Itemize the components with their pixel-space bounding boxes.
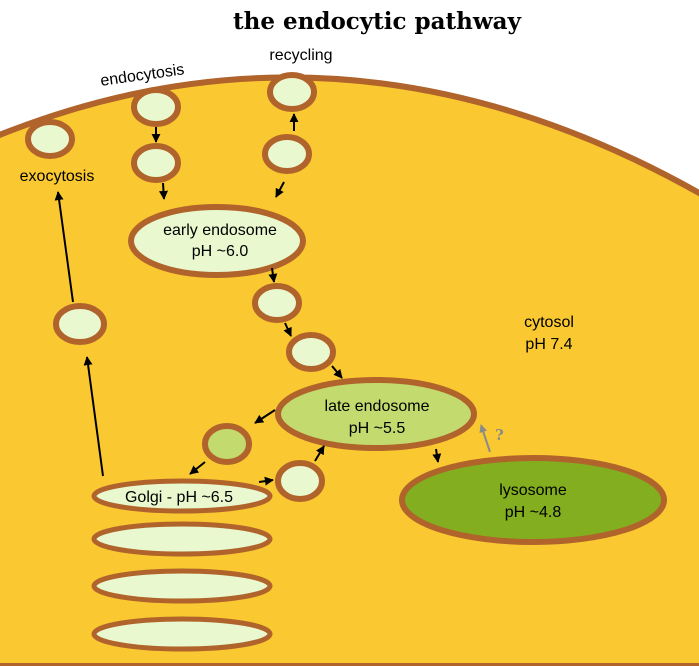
early-endosome-ph: pH ~6.0 bbox=[192, 243, 249, 260]
question-mark: ? bbox=[495, 426, 504, 444]
to-late-endosome-arrow bbox=[331, 365, 343, 379]
vesicle-to-exocytosis-arrow bbox=[54, 191, 74, 303]
golgi-cisterna bbox=[91, 521, 273, 557]
recycling-vesicle bbox=[262, 134, 312, 174]
maturation-arrow bbox=[283, 322, 292, 337]
golgi-stack: Golgi - pH ~6.5 bbox=[91, 478, 273, 652]
golgi-cisterna bbox=[91, 568, 273, 604]
cytosol-label: cytosol bbox=[524, 314, 574, 331]
recycling-label: recycling bbox=[269, 47, 332, 64]
exocytic-vesicle bbox=[25, 119, 75, 159]
exocytosis-label: exocytosis bbox=[20, 168, 95, 185]
transport-vesicle bbox=[286, 332, 336, 372]
maturation-arrow bbox=[268, 267, 278, 283]
retrograde-vesicle bbox=[202, 423, 252, 465]
recycling-vesicle bbox=[267, 72, 317, 112]
late-endosome-label: late endosome bbox=[325, 398, 430, 415]
endocytic-vesicle bbox=[131, 87, 181, 127]
vesicle-to-late-endosome-arrow bbox=[314, 445, 325, 462]
golgi-derived-vesicle bbox=[275, 460, 325, 502]
lysosome-label: lysosome bbox=[499, 482, 567, 499]
late-endosome-to-lysosome-arrow bbox=[432, 448, 442, 463]
early-endosome-to-recycling-arrow bbox=[275, 181, 285, 198]
golgi-cisterna bbox=[91, 478, 273, 514]
transport-vesicle bbox=[252, 283, 302, 323]
golgi-cisterna bbox=[91, 616, 273, 652]
late-endosome bbox=[275, 377, 477, 451]
golgi-to-vesicle-arrow bbox=[83, 356, 104, 477]
late-endosome-ph: pH ~5.5 bbox=[349, 420, 406, 437]
early-endosome-label: early endosome bbox=[163, 222, 277, 239]
uncertain-return-arrow bbox=[479, 424, 491, 453]
cytosol-ph-label: pH 7.4 bbox=[525, 336, 572, 353]
lysosome-ph: pH ~4.8 bbox=[505, 504, 562, 521]
vesicle-to-golgi-arrow bbox=[189, 461, 206, 475]
lysosome bbox=[399, 455, 667, 545]
early-endosome bbox=[128, 204, 306, 278]
secretory-vesicle bbox=[53, 303, 107, 345]
endocytic-vesicle bbox=[131, 143, 181, 183]
late-endosome-to-golgi-arrow bbox=[254, 409, 276, 424]
to-early-endosome-arrow bbox=[159, 182, 168, 200]
golgi-to-vesicle-arrow bbox=[258, 476, 274, 486]
diagram-title: the endocytic pathway bbox=[233, 8, 522, 35]
golgi-label: Golgi - pH ~6.5 bbox=[125, 489, 233, 506]
